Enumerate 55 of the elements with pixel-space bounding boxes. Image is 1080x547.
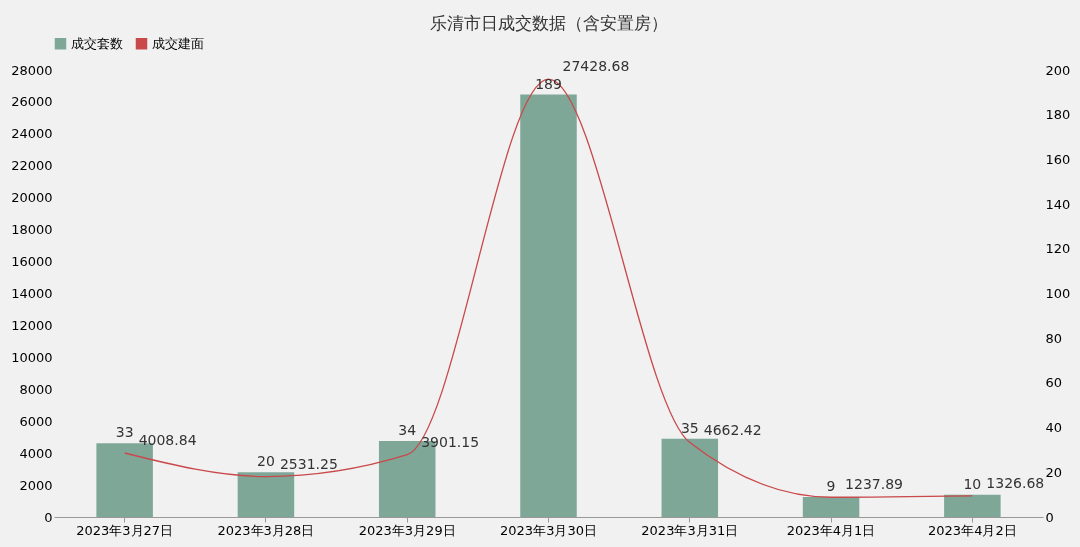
data-label: 4662.42: [703, 421, 762, 438]
y2-tick-label: 160: [1045, 151, 1071, 167]
bar: [661, 438, 719, 517]
data-label: 3901.15: [421, 433, 480, 450]
y-tick-label: 2000: [19, 477, 53, 493]
x-tick-label: 2023年3月29日: [358, 522, 456, 538]
data-label: 2531.25: [279, 455, 338, 472]
y-tick-label: 8000: [19, 381, 53, 397]
y-tick-label: 4000: [19, 445, 53, 461]
y2-tick-label: 80: [1045, 330, 1063, 346]
y-tick-label: 6000: [19, 413, 53, 429]
data-label: 34: [398, 422, 417, 439]
y2-tick-label: 180: [1045, 107, 1071, 123]
y2-tick-label: 20: [1045, 464, 1063, 480]
data-label: 9: [826, 477, 836, 494]
chart-title: 乐清市日成交数据（含安置房）: [429, 13, 668, 33]
x-tick-label: 2023年3月28日: [217, 522, 315, 538]
y-tick-label: 26000: [11, 94, 53, 110]
y-tick-label: 22000: [11, 158, 53, 174]
y2-tick-label: 60: [1045, 375, 1063, 391]
data-label: 27428.68: [562, 58, 630, 75]
x-tick-label: 2023年4月1日: [786, 522, 876, 538]
data-label: 1237.89: [845, 476, 903, 493]
x-tick-label: 2023年3月31日: [641, 522, 739, 538]
data-label: 33: [115, 424, 134, 441]
y2-tick-label: 140: [1045, 196, 1071, 212]
y-tick-label: 0: [44, 509, 53, 525]
y2-tick-label: 40: [1045, 420, 1063, 436]
y-tick-label: 20000: [11, 190, 53, 206]
y-tick-label: 16000: [11, 254, 53, 270]
x-tick-label: 2023年4月2日: [928, 522, 1017, 538]
y-tick-label: 24000: [11, 126, 53, 142]
y-tick-label: 12000: [11, 317, 53, 333]
y2-tick-label: 0: [1045, 509, 1054, 525]
y-tick-label: 10000: [11, 349, 53, 365]
x-tick-label: 2023年3月30日: [500, 522, 597, 538]
y2-tick-label: 100: [1045, 286, 1071, 301]
data-label: 20: [257, 453, 275, 470]
data-label: 1326.68: [986, 474, 1045, 491]
data-label: 4008.84: [138, 432, 197, 448]
bar: [802, 496, 860, 517]
bar: [237, 472, 295, 517]
y-tick-label: 18000: [11, 222, 53, 238]
data-label: 35: [680, 419, 699, 436]
bar: [520, 94, 577, 517]
legend-label: 成交套数: [71, 35, 123, 51]
data-label: 10: [963, 475, 982, 492]
y-tick-label: 28000: [11, 62, 53, 78]
legend-label: 成交建面: [152, 35, 204, 51]
bar: [96, 443, 153, 517]
y-tick-label: 14000: [11, 286, 53, 301]
x-tick-label: 2023年3月27日: [76, 522, 174, 538]
y2-tick-label: 120: [1045, 241, 1071, 257]
y2-tick-label: 200: [1045, 62, 1071, 78]
bar: [944, 494, 1001, 517]
